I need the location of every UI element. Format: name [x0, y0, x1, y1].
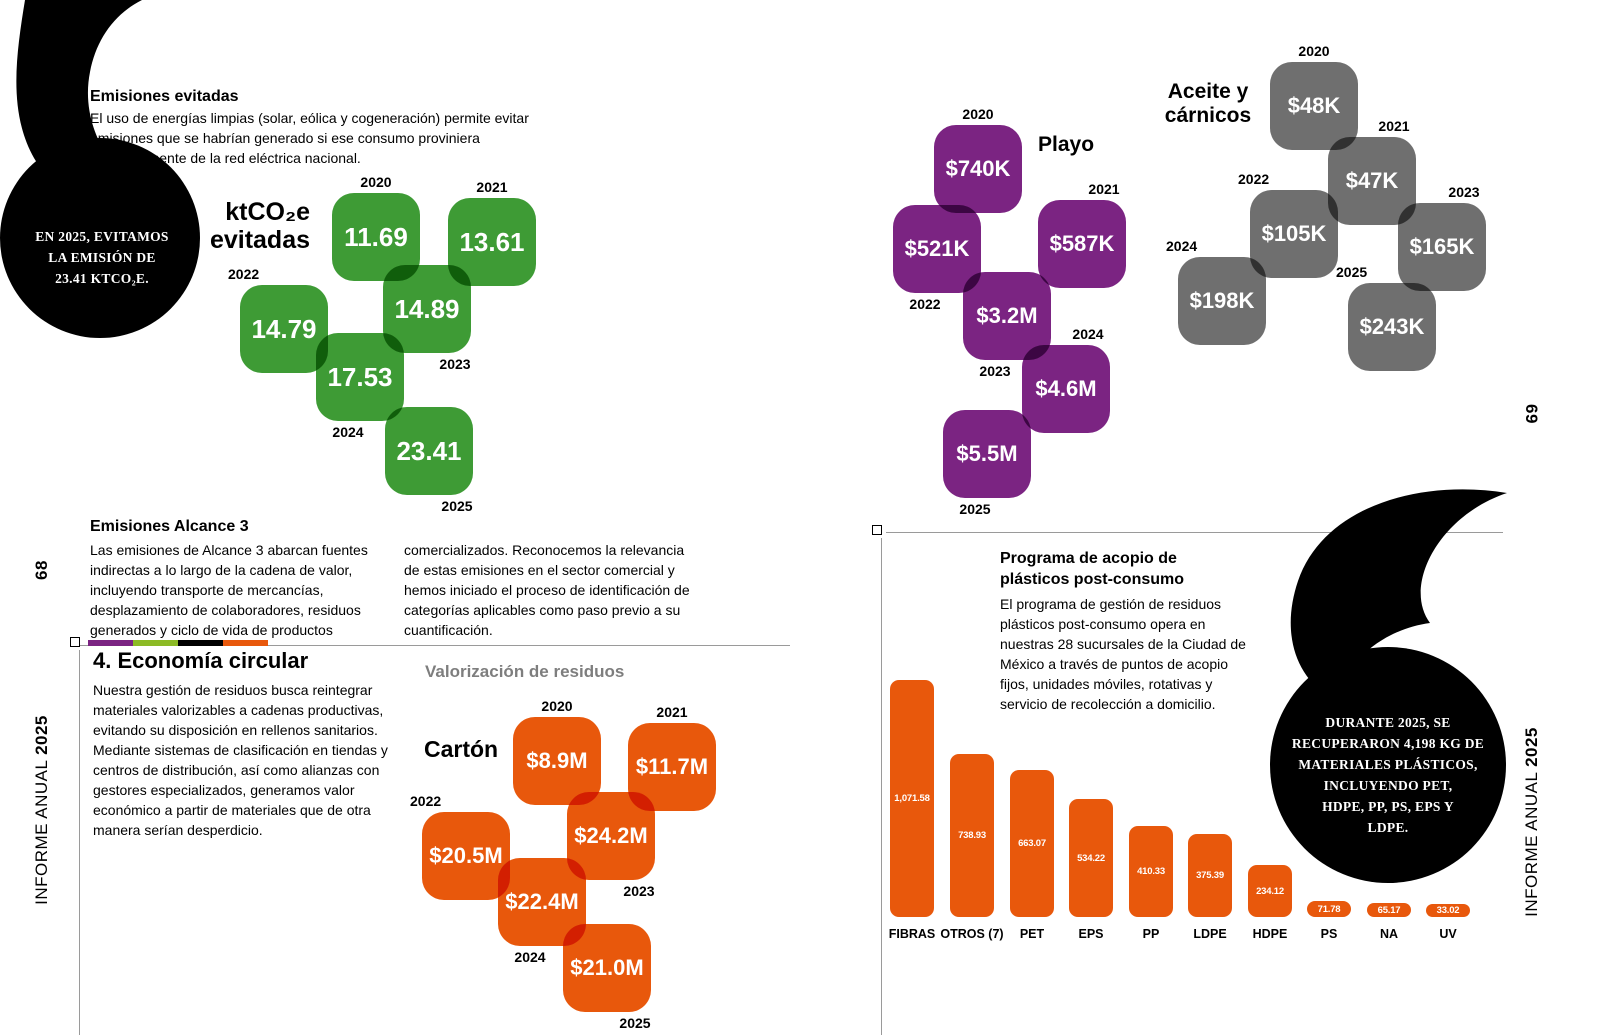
callout-line: HDPE, PP, PS, EPS Y [1322, 799, 1454, 814]
callout-line: DURANTE 2025, SE [1325, 715, 1451, 730]
tile-playo-2025: $5.5M 2025 [943, 410, 1031, 517]
bar-eps: 534.22 EPS [1069, 675, 1113, 941]
tile-aceite-2021: $47K 2021 [1328, 118, 1416, 225]
tile-playo-2024: $4.6M 2024 [1022, 326, 1110, 433]
section-border-left [79, 650, 80, 1035]
callout-emisiones-text: EN 2025, EVITAMOS LA EMISIÓN DE 23.41 KT… [12, 226, 192, 289]
footer-left: INFORME ANUAL 2025 [32, 715, 51, 905]
economia-circular-body: Nuestra gestión de residuos busca reinte… [93, 682, 388, 838]
chart-aceite: $48K 2020 $47K 2021 $105K 2022 $165K 202… [1166, 43, 1488, 378]
acopio-title: Programa de acopio de plásticos post-con… [1000, 550, 1185, 588]
callout-line: RECUPERARON 4,198 KG DE [1291, 736, 1485, 751]
callout-line: INCLUYENDO PET, [1323, 778, 1453, 793]
chart-carton: $8.9M 2020 $11.7M 2021 $20.5M 2022 $24.2… [410, 690, 722, 1031]
section-divider-accents [88, 640, 268, 646]
callout-line: LA EMISIÓN DE [48, 250, 156, 265]
tile-carton-2021: $11.7M 2021 [628, 704, 716, 811]
alcance3-col2: comercializados. Reconocemos la relevanc… [404, 542, 690, 638]
footer-right: INFORME ANUAL 2025 [1522, 727, 1541, 917]
acopio-body: El programa de gestión de residuos plást… [1000, 596, 1246, 712]
accent-black [178, 640, 223, 646]
emisiones-evitadas-title: Emisiones evitadas [90, 88, 239, 105]
tile-aceite-2023: $165K 2023 [1398, 184, 1486, 291]
tile-aceite-2024: $198K 2024 [1166, 238, 1266, 345]
tile-carton-2023: $24.2M 2023 [567, 792, 655, 899]
tile-playo-2021: $587K 2021 [1038, 181, 1126, 288]
tile-aceite-2020: $48K 2020 [1270, 43, 1358, 150]
tile-playo-2022: $521K 2022 [893, 205, 981, 312]
callout-shape-right [1270, 489, 1507, 883]
section-anchor-left [70, 637, 80, 647]
tile-carton-2022: $20.5M 2022 [410, 793, 510, 900]
accent-purple [88, 640, 133, 646]
tile-aceite-2025: $243K 2025 [1336, 264, 1436, 371]
ktco2e-chart-label: ktCO₂e evitadas [209, 198, 310, 254]
bar-pp: 410.33 PP [1129, 675, 1173, 941]
alcance3-title: Emisiones Alcance 3 [90, 518, 249, 535]
chart-playo: $740K 2020 $587K 2021 $521K 2022 $3.2M 2… [893, 106, 1133, 517]
bar-hdpe: 234.12 HDPE [1248, 675, 1292, 941]
bar-otros: 738.93 OTROS (7) [940, 675, 1004, 941]
tile-carton-2020: $8.9M 2020 [513, 698, 601, 805]
bar-ps: 71.78 PS [1307, 675, 1351, 941]
bar-pet: 663.07 PET [1010, 675, 1054, 941]
bar-na: 65.17 NA [1367, 675, 1411, 941]
bar-uv: 33.02 UV [1426, 675, 1470, 941]
tile-ktco2e-2023: 14.89 2023 [383, 265, 471, 372]
bar-ldpe: 375.39 LDPE [1188, 675, 1232, 941]
section-border-top-right [886, 532, 1503, 533]
tile-carton-2025: $21.0M 2025 [563, 924, 651, 1031]
chart-ktco2e: 11.69 2020 13.61 2021 14.79 2022 14.89 2… [228, 172, 554, 522]
accent-orange [223, 640, 268, 646]
callout-plasticos-text: DURANTE 2025, SE RECUPERARON 4,198 KG DE… [1280, 712, 1496, 838]
tile-ktco2e-2025: 23.41 2025 [385, 407, 473, 514]
tile-ktco2e-2022: 14.79 2022 [228, 266, 328, 373]
carton-chart-label: Cartón [424, 736, 499, 762]
playo-chart-label: Playo [1038, 133, 1095, 156]
page-number-left: 68 [32, 560, 51, 580]
tile-ktco2e-2020: 11.69 2020 [332, 174, 420, 281]
bar-chart-plasticos: 1,071.58 FIBRAS 738.93 OTROS (7) 663.07 … [889, 675, 1510, 975]
section-border-left-right [881, 538, 882, 1035]
section-divider-line [80, 645, 790, 646]
section-anchor-right [872, 525, 882, 535]
tile-aceite-2022: $105K 2022 [1238, 171, 1338, 278]
callout-line: MATERIALES PLÁSTICOS, [1298, 757, 1478, 772]
tile-playo-2020: $740K 2020 [934, 106, 1022, 213]
page-number-right: 69 [1522, 404, 1541, 424]
callout-shape-left [0, 0, 200, 338]
economia-circular-title: 4. Economía circular [93, 648, 309, 673]
callout-line: EN 2025, EVITAMOS [35, 229, 169, 244]
bar-fibras: 1,071.58 FIBRAS [889, 675, 935, 941]
aceite-chart-label: Aceite y cárnicos [1164, 80, 1252, 127]
accent-green [133, 640, 178, 646]
tile-ktco2e-2024: 17.53 2024 [316, 333, 404, 440]
valorizacion-title: Valorización de residuos [425, 662, 625, 681]
callout-line: LDPE. [1367, 820, 1409, 835]
emisiones-evitadas-body: El uso de energías limpias (solar, eólic… [90, 110, 529, 166]
alcance3-col1: Las emisiones de Alcance 3 abarcan fuent… [90, 542, 368, 638]
callout-line: 23.41 KTCO₂E. [55, 271, 149, 286]
